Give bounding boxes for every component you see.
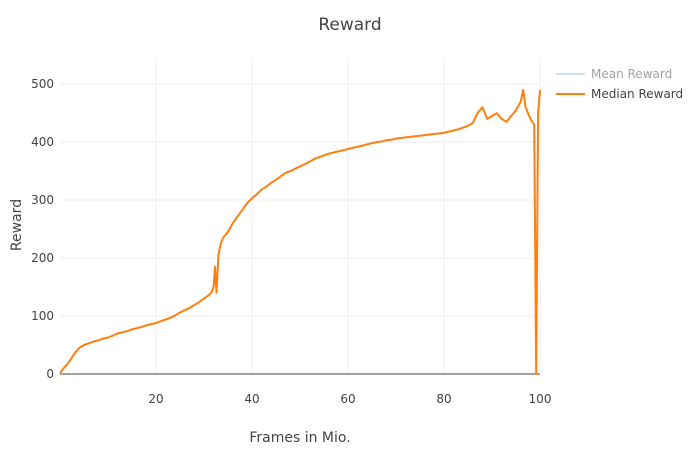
legend-item-mean-reward[interactable]: Mean Reward — [556, 67, 672, 81]
x-tick-label: 20 — [148, 392, 163, 406]
x-tick-label: 100 — [529, 392, 552, 406]
y-axis-ticks: 0 100 200 300 400 500 — [31, 77, 54, 381]
series-line-median-reward — [59, 88, 541, 375]
y-tick-label: 500 — [31, 77, 54, 91]
x-tick-label: 40 — [244, 392, 259, 406]
gridlines — [60, 58, 541, 374]
x-axis-ticks: 20 40 60 80 100 — [148, 392, 551, 406]
y-tick-label: 400 — [31, 135, 54, 149]
y-axis-label: Reward — [9, 199, 25, 251]
legend-item-median-reward[interactable]: Median Reward — [556, 87, 683, 101]
series-lines — [59, 88, 541, 375]
legend-label: Mean Reward — [591, 67, 672, 81]
x-tick-label: 60 — [340, 392, 355, 406]
chart-title: Reward — [318, 15, 381, 35]
x-axis-label: Frames in Mio. — [249, 430, 350, 446]
y-tick-label: 100 — [31, 309, 54, 323]
legend[interactable]: Mean Reward Median Reward — [556, 67, 683, 101]
legend-label: Median Reward — [591, 87, 683, 101]
y-tick-label: 0 — [46, 367, 54, 381]
y-tick-label: 300 — [31, 193, 54, 207]
y-tick-label: 200 — [31, 251, 54, 265]
x-tick-label: 80 — [436, 392, 451, 406]
